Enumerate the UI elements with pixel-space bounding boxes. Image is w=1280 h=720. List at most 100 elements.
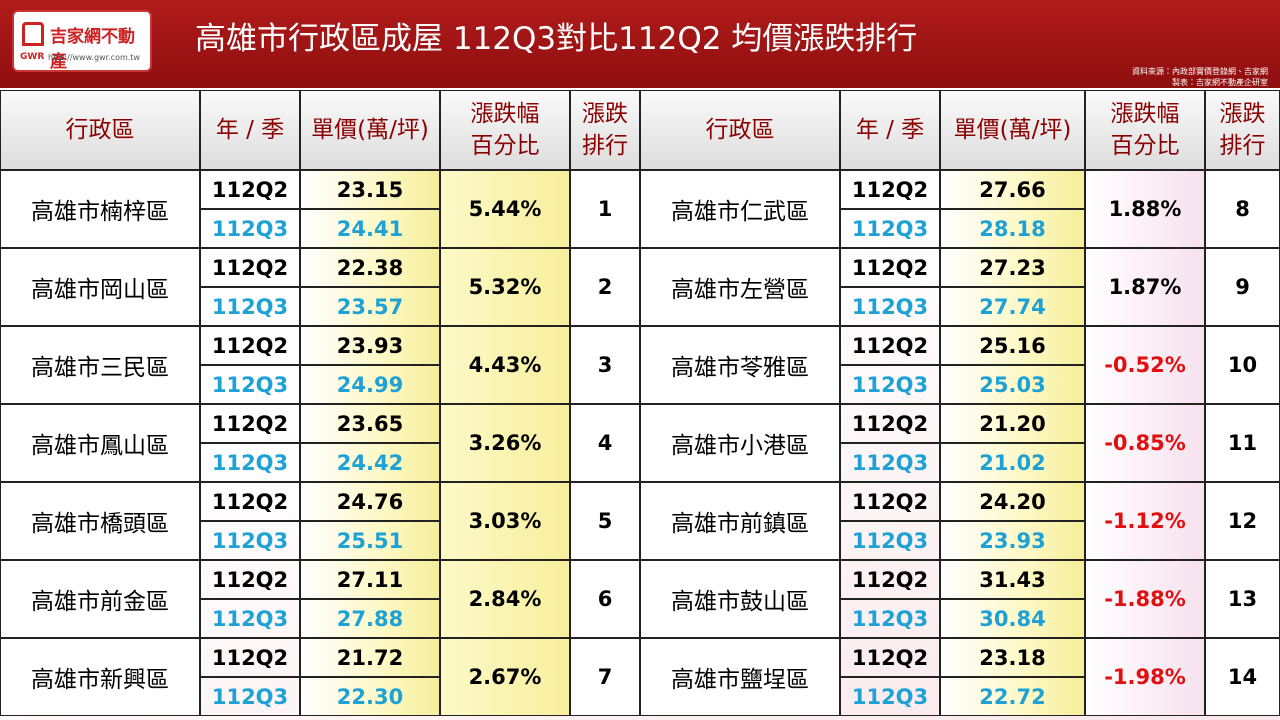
period: 112Q3 <box>200 287 300 326</box>
unit-price: 21.02 <box>940 443 1085 482</box>
change-percent: 4.43% <box>440 326 570 404</box>
rank: 9 <box>1205 248 1280 326</box>
period: 112Q3 <box>840 521 940 560</box>
header-line: 漲跌幅 <box>470 100 540 127</box>
header-line: 漲跌 <box>582 100 628 127</box>
rank: 3 <box>570 326 640 404</box>
unit-price: 23.65 <box>300 404 440 443</box>
header-line: 排行 <box>1219 133 1266 159</box>
change-percent: -0.85% <box>1085 404 1205 482</box>
page-title: 高雄市行政區成屋 112Q3對比112Q2 均價漲跌排行 <box>195 21 918 57</box>
period: 112Q3 <box>200 599 300 638</box>
rank: 12 <box>1205 482 1280 560</box>
header-line: 百分比 <box>470 133 540 159</box>
unit-price: 27.74 <box>940 287 1085 326</box>
unit-price: 24.42 <box>300 443 440 482</box>
change-percent: 1.88% <box>1085 170 1205 248</box>
unit-price: 27.88 <box>300 599 440 638</box>
rank: 7 <box>570 638 640 716</box>
period: 112Q3 <box>840 443 940 482</box>
unit-price: 21.72 <box>300 638 440 677</box>
unit-price: 21.20 <box>940 404 1085 443</box>
district-name: 高雄市新興區 <box>0 638 200 716</box>
period: 112Q2 <box>840 560 940 599</box>
district-name: 高雄市鹽埕區 <box>640 638 840 716</box>
unit-price: 23.57 <box>300 287 440 326</box>
period: 112Q2 <box>840 638 940 677</box>
column-header: 漲跌 排行 <box>1205 90 1280 170</box>
period: 112Q2 <box>200 638 300 677</box>
period: 112Q2 <box>840 326 940 365</box>
change-percent: 5.44% <box>440 170 570 248</box>
district-name: 高雄市前鎮區 <box>640 482 840 560</box>
rank: 11 <box>1205 404 1280 482</box>
change-percent: 5.32% <box>440 248 570 326</box>
column-header: 行政區 <box>0 90 200 170</box>
change-percent: 2.67% <box>440 638 570 716</box>
period: 112Q2 <box>200 404 300 443</box>
logo-icon <box>22 22 44 46</box>
district-name: 高雄市仁武區 <box>640 170 840 248</box>
district-name: 高雄市鼓山區 <box>640 560 840 638</box>
column-header: 年 / 季 <box>200 90 300 170</box>
period: 112Q3 <box>200 677 300 716</box>
period: 112Q2 <box>840 248 940 287</box>
period: 112Q2 <box>200 560 300 599</box>
logo: 吉家網不動產 GWR http://www.gwr.com.tw <box>12 10 152 72</box>
unit-price: 23.93 <box>300 326 440 365</box>
period: 112Q2 <box>840 170 940 209</box>
district-name: 高雄市左營區 <box>640 248 840 326</box>
district-name: 高雄市岡山區 <box>0 248 200 326</box>
district-name: 高雄市楠梓區 <box>0 170 200 248</box>
change-percent: -0.52% <box>1085 326 1205 404</box>
rank: 8 <box>1205 170 1280 248</box>
rank: 13 <box>1205 560 1280 638</box>
title-bar <box>0 0 1280 88</box>
unit-price: 24.41 <box>300 209 440 248</box>
period: 112Q3 <box>840 599 940 638</box>
column-header: 單價(萬/坪) <box>300 90 440 170</box>
column-header: 漲跌幅 百分比 <box>440 90 570 170</box>
unit-price: 27.23 <box>940 248 1085 287</box>
period: 112Q3 <box>840 287 940 326</box>
period: 112Q2 <box>200 482 300 521</box>
rank: 1 <box>570 170 640 248</box>
change-percent: -1.98% <box>1085 638 1205 716</box>
logo-short: GWR <box>20 52 45 62</box>
unit-price: 23.15 <box>300 170 440 209</box>
district-name: 高雄市小港區 <box>640 404 840 482</box>
period: 112Q2 <box>840 482 940 521</box>
unit-price: 27.66 <box>940 170 1085 209</box>
district-name: 高雄市前金區 <box>0 560 200 638</box>
unit-price: 30.84 <box>940 599 1085 638</box>
unit-price: 24.76 <box>300 482 440 521</box>
district-name: 高雄市三民區 <box>0 326 200 404</box>
period: 112Q2 <box>200 248 300 287</box>
period: 112Q3 <box>200 443 300 482</box>
rank: 5 <box>570 482 640 560</box>
column-header: 漲跌幅 百分比 <box>1085 90 1205 170</box>
unit-price: 27.11 <box>300 560 440 599</box>
unit-price: 22.30 <box>300 677 440 716</box>
district-name: 高雄市橋頭區 <box>0 482 200 560</box>
unit-price: 22.72 <box>940 677 1085 716</box>
source-note: 資料來源：內政部實價登錄網、吉家網 <box>1132 67 1268 76</box>
period: 112Q2 <box>200 170 300 209</box>
column-header: 漲跌 排行 <box>570 90 640 170</box>
unit-price: 24.99 <box>300 365 440 404</box>
district-name: 高雄市苓雅區 <box>640 326 840 404</box>
column-header: 單價(萬/坪) <box>940 90 1085 170</box>
unit-price: 31.43 <box>940 560 1085 599</box>
rank: 10 <box>1205 326 1280 404</box>
logo-url: http://www.gwr.com.tw <box>48 53 140 62</box>
period: 112Q3 <box>200 209 300 248</box>
change-percent: -1.12% <box>1085 482 1205 560</box>
change-percent: 3.26% <box>440 404 570 482</box>
header-line: 漲跌 <box>1219 100 1266 127</box>
period: 112Q2 <box>200 326 300 365</box>
unit-price: 25.03 <box>940 365 1085 404</box>
unit-price: 23.18 <box>940 638 1085 677</box>
unit-price: 23.93 <box>940 521 1085 560</box>
unit-price: 25.51 <box>300 521 440 560</box>
rank: 14 <box>1205 638 1280 716</box>
